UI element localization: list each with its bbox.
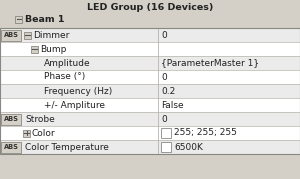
Text: {ParameterMaster 1}: {ParameterMaster 1}: [161, 59, 259, 67]
Text: ABS: ABS: [4, 32, 18, 38]
Bar: [0, 56, 300, 70]
Text: 0: 0: [161, 115, 167, 124]
Bar: [0, 84, 300, 98]
Bar: [1, 113, 21, 125]
Text: 0.2: 0.2: [161, 86, 175, 96]
Bar: [0, 42, 300, 56]
Bar: [0, 70, 300, 84]
Text: 255; 255; 255: 255; 255; 255: [174, 129, 237, 137]
Text: Beam 1: Beam 1: [25, 14, 64, 23]
Bar: [161, 142, 171, 152]
Text: Strobe: Strobe: [25, 115, 55, 124]
Bar: [0, 126, 300, 140]
Text: Dimmer: Dimmer: [33, 30, 69, 40]
Bar: [0, 28, 300, 154]
Bar: [15, 16, 22, 23]
Text: 0: 0: [161, 72, 167, 81]
Bar: [0, 140, 300, 154]
Bar: [24, 32, 31, 38]
Text: Phase (°): Phase (°): [44, 72, 85, 81]
Text: 6500K: 6500K: [174, 142, 203, 151]
Text: False: False: [161, 100, 184, 110]
Bar: [1, 30, 21, 40]
Text: Color: Color: [32, 129, 56, 137]
Bar: [0, 28, 300, 154]
Bar: [1, 142, 21, 153]
Bar: [0, 0, 300, 28]
Text: Amplitude: Amplitude: [44, 59, 91, 67]
Text: Frequency (Hz): Frequency (Hz): [44, 86, 112, 96]
Bar: [161, 128, 171, 138]
Text: Bump: Bump: [40, 45, 66, 54]
Text: +/- Ampliture: +/- Ampliture: [44, 100, 105, 110]
Bar: [0, 98, 300, 112]
Bar: [0, 112, 300, 126]
Bar: [0, 28, 300, 42]
Text: ABS: ABS: [4, 144, 18, 150]
Text: LED Group (16 Devices): LED Group (16 Devices): [87, 3, 213, 11]
Text: Color Temperature: Color Temperature: [25, 142, 109, 151]
Text: ABS: ABS: [4, 116, 18, 122]
Bar: [23, 129, 30, 137]
Text: 0: 0: [161, 30, 167, 40]
Bar: [31, 45, 38, 52]
